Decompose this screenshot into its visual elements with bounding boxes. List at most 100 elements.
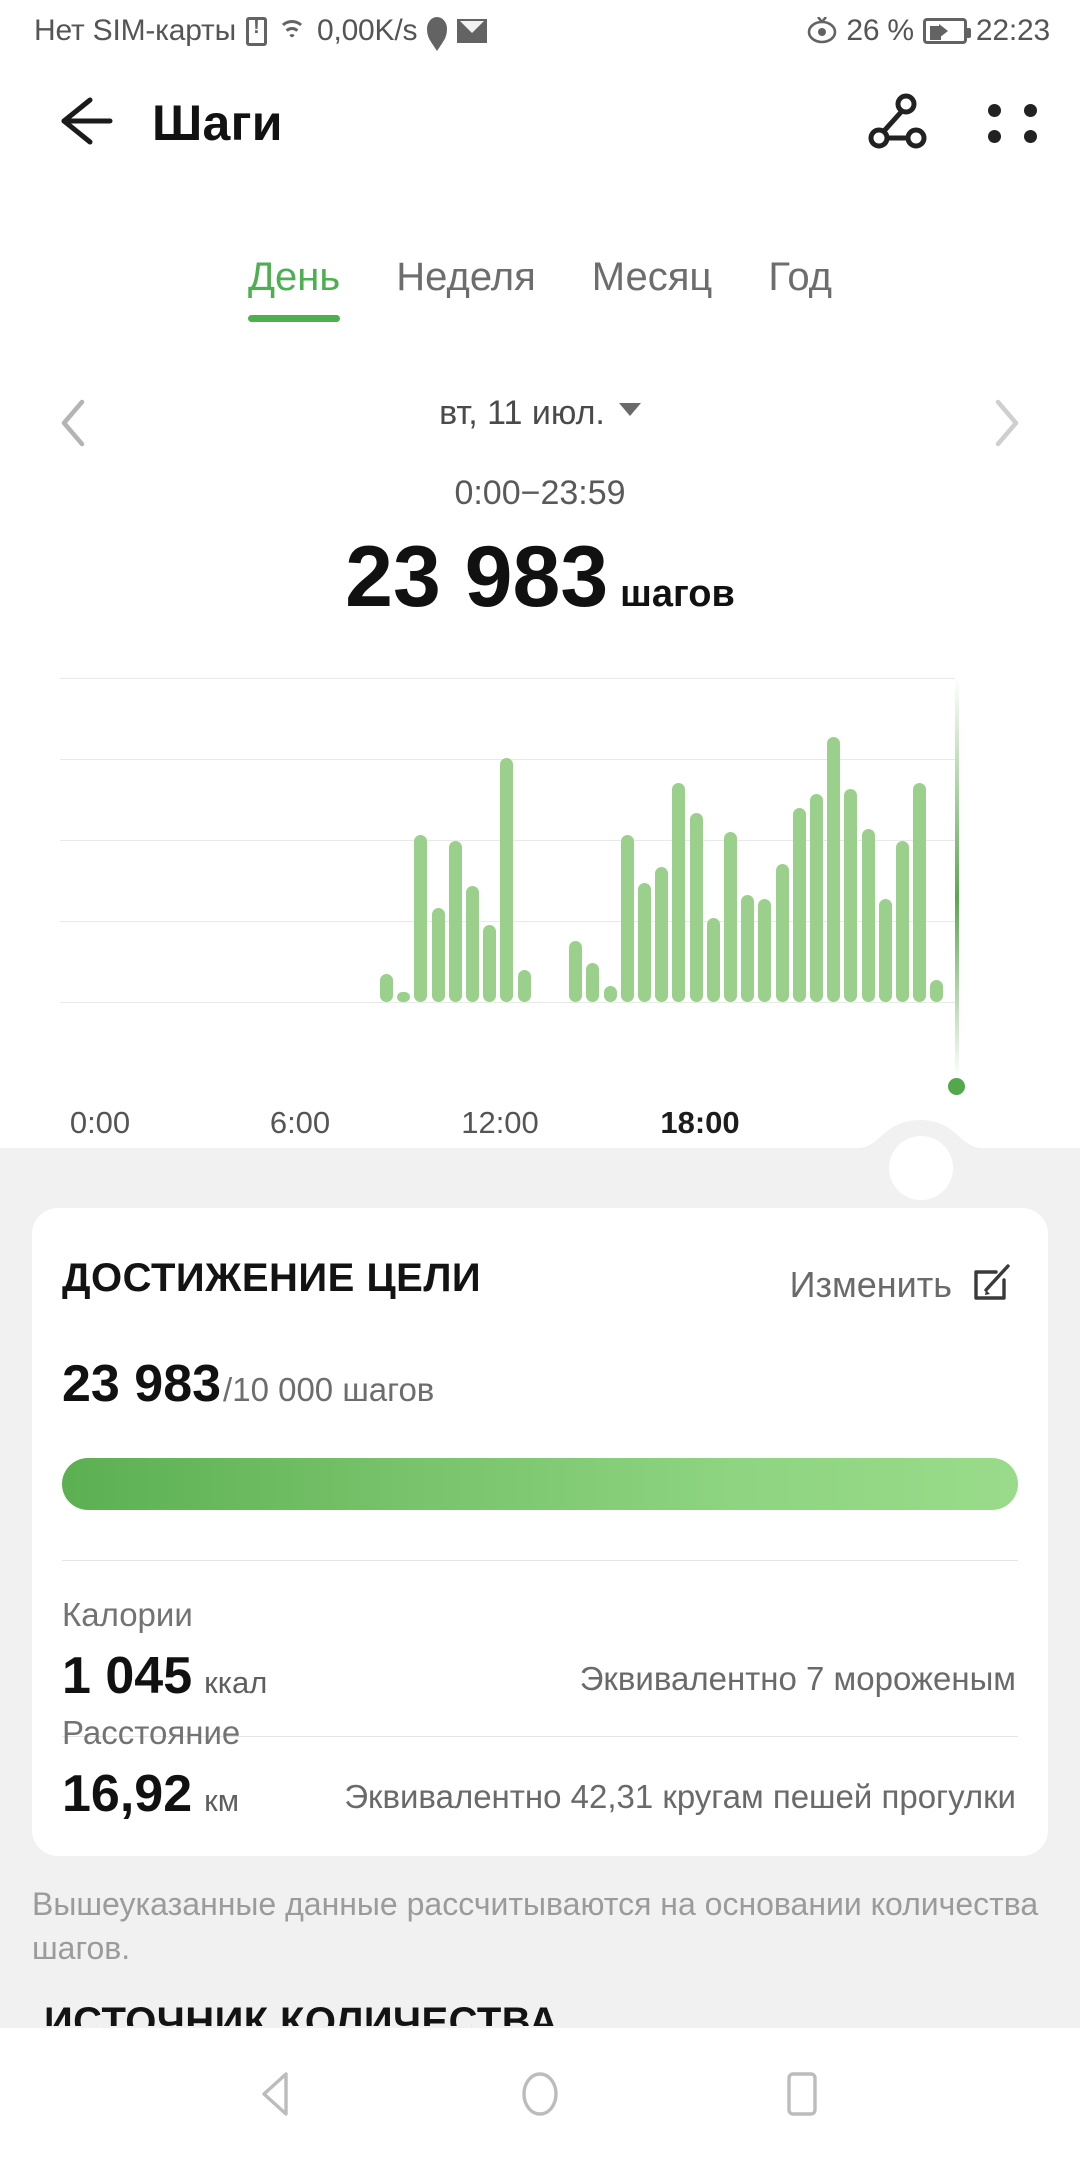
total-steps-block: 23 983 шагов bbox=[0, 528, 1080, 627]
chart-x-tick-label: 6:00 bbox=[269, 1105, 331, 1140]
chart-bar bbox=[431, 907, 445, 1002]
date-label: вт, 11 июл. bbox=[439, 394, 605, 432]
chart-bar bbox=[913, 783, 927, 1002]
chart-cursor-dot bbox=[948, 1078, 965, 1095]
chart-bar bbox=[827, 737, 841, 1002]
footnote-text: Вышеуказанные данные рассчитываются на о… bbox=[32, 1886, 1039, 1967]
status-bar: Нет SIM-карты 0,00K/s 26 % 22:23 bbox=[0, 0, 1080, 62]
calories-unit: ккал bbox=[204, 1665, 268, 1700]
divider bbox=[62, 1560, 1018, 1561]
distance-equivalent: Эквивалентно 42,31 кругам пешей прогулки bbox=[344, 1778, 1016, 1815]
four-dot-menu-icon[interactable] bbox=[980, 90, 1046, 152]
caret-down-icon bbox=[618, 402, 641, 416]
carrier-label: Нет SIM-карты bbox=[34, 14, 236, 47]
chart-x-axis: 0:00 6:00 12:00 18:00 bbox=[0, 1105, 1080, 1155]
chart-bar bbox=[655, 867, 669, 1002]
nav-home-circle-icon[interactable] bbox=[502, 2056, 578, 2132]
chart-bar bbox=[620, 834, 634, 1002]
chart-bar bbox=[569, 941, 583, 1002]
goal-progress-bar bbox=[62, 1458, 1018, 1510]
tab-day[interactable]: День bbox=[220, 255, 368, 322]
chevron-right-icon[interactable] bbox=[970, 388, 1040, 458]
status-bar-left: Нет SIM-карты 0,00K/s bbox=[34, 14, 488, 48]
calories-number: 1 045 bbox=[62, 1647, 193, 1705]
envelope-icon bbox=[457, 19, 488, 43]
chart-bar bbox=[896, 841, 909, 1002]
chart-bar bbox=[603, 985, 617, 1002]
chart-cursor-line bbox=[955, 678, 959, 1078]
source-section-title: ИСТОЧНИК КОЛИЧЕСТВА bbox=[44, 2000, 559, 2026]
location-pin-icon bbox=[427, 17, 448, 45]
chart-gridline bbox=[60, 678, 955, 679]
chart-x-tick-label: 12:00 bbox=[461, 1105, 539, 1140]
goal-card: ДОСТИЖЕНИЕ ЦЕЛИ Изменить 23 983 /10 000 … bbox=[32, 1208, 1048, 1856]
chart-bars bbox=[60, 678, 944, 1002]
total-steps-value: 23 983 bbox=[345, 529, 609, 625]
chart-bar bbox=[448, 841, 462, 1002]
chart-bar bbox=[483, 925, 497, 1002]
battery-charging-icon bbox=[922, 18, 971, 44]
battery-percent-label: 26 % bbox=[846, 14, 914, 47]
chart-bar bbox=[810, 794, 823, 1002]
distance-number: 16,92 bbox=[62, 1765, 193, 1823]
edit-goal-label: Изменить bbox=[789, 1263, 952, 1305]
back-arrow-icon[interactable] bbox=[52, 90, 116, 152]
sheet-drag-handle[interactable] bbox=[889, 1136, 953, 1200]
calories-equivalent: Эквивалентно 7 мороженым bbox=[579, 1660, 1016, 1697]
tab-week[interactable]: Неделя bbox=[396, 255, 536, 299]
chart-bar bbox=[380, 973, 393, 1002]
distance-unit: км bbox=[204, 1783, 240, 1818]
chart-bar bbox=[878, 899, 892, 1002]
chart-bar bbox=[844, 788, 858, 1002]
page-title: Шаги bbox=[152, 95, 283, 151]
nav-recents-square-icon[interactable] bbox=[764, 2056, 840, 2132]
tab-year[interactable]: Год bbox=[768, 255, 833, 299]
date-selector[interactable]: вт, 11 июл. bbox=[0, 394, 1080, 433]
total-steps-unit: шагов bbox=[620, 573, 735, 615]
tab-month[interactable]: Месяц bbox=[591, 255, 713, 299]
metric-value-distance: 16,92 км bbox=[62, 1764, 239, 1824]
chart-bar bbox=[861, 829, 875, 1002]
steps-chart[interactable]: 06001 2001 8002 400 bbox=[0, 640, 1080, 1655]
goal-card-title: ДОСТИЖЕНИЕ ЦЕЛИ bbox=[62, 1256, 482, 1300]
share-nodes-icon[interactable] bbox=[866, 90, 930, 152]
metric-value-calories: 1 045 ккал bbox=[62, 1646, 267, 1706]
chart-bar bbox=[638, 883, 651, 1002]
chart-bar bbox=[397, 992, 411, 1002]
divider bbox=[62, 1736, 1018, 1737]
period-tabs: День Неделя Месяц Год bbox=[0, 255, 1080, 340]
chart-x-tick-label: 0:00 bbox=[69, 1105, 131, 1140]
chart-bar bbox=[517, 969, 531, 1002]
status-bar-right: 26 % 22:23 bbox=[807, 14, 1050, 48]
goal-progress-text: 23 983 /10 000 шагов bbox=[62, 1354, 434, 1414]
chart-bar bbox=[758, 899, 772, 1002]
net-speed-label: 0,00K/s bbox=[316, 14, 418, 47]
eye-care-icon bbox=[807, 17, 837, 45]
edit-pencil-square-icon bbox=[970, 1260, 1014, 1309]
time-range-label: 0:00−23:59 bbox=[454, 474, 626, 512]
goal-target-value: /10 000 шагов bbox=[223, 1371, 435, 1408]
chart-bar bbox=[689, 813, 703, 1002]
chart-bar bbox=[930, 980, 944, 1002]
chart-gridline bbox=[60, 1002, 955, 1003]
chart-bar bbox=[586, 962, 600, 1002]
chart-bar bbox=[672, 783, 686, 1002]
chart-bar bbox=[775, 864, 789, 1002]
app-bar: Шаги bbox=[0, 62, 1080, 180]
clock-label: 22:23 bbox=[975, 14, 1050, 47]
wifi-icon bbox=[277, 18, 307, 44]
metric-name-calories: Калории bbox=[62, 1596, 193, 1633]
chart-bar bbox=[741, 895, 755, 1002]
date-navigator: вт, 11 июл. bbox=[0, 388, 1080, 458]
chart-bar bbox=[466, 885, 479, 1002]
nav-back-triangle-icon[interactable] bbox=[240, 2056, 316, 2132]
chart-bar bbox=[706, 918, 720, 1002]
metric-name-distance: Расстояние bbox=[62, 1714, 241, 1751]
chevron-left-icon[interactable] bbox=[40, 388, 110, 458]
sim-alert-icon bbox=[245, 16, 267, 46]
edit-goal-button[interactable]: Изменить bbox=[790, 1260, 1014, 1309]
goal-current-value: 23 983 bbox=[62, 1355, 222, 1413]
chart-bar bbox=[724, 831, 737, 1002]
chart-x-tick-label: 18:00 bbox=[660, 1105, 740, 1140]
chart-bar bbox=[792, 807, 806, 1002]
